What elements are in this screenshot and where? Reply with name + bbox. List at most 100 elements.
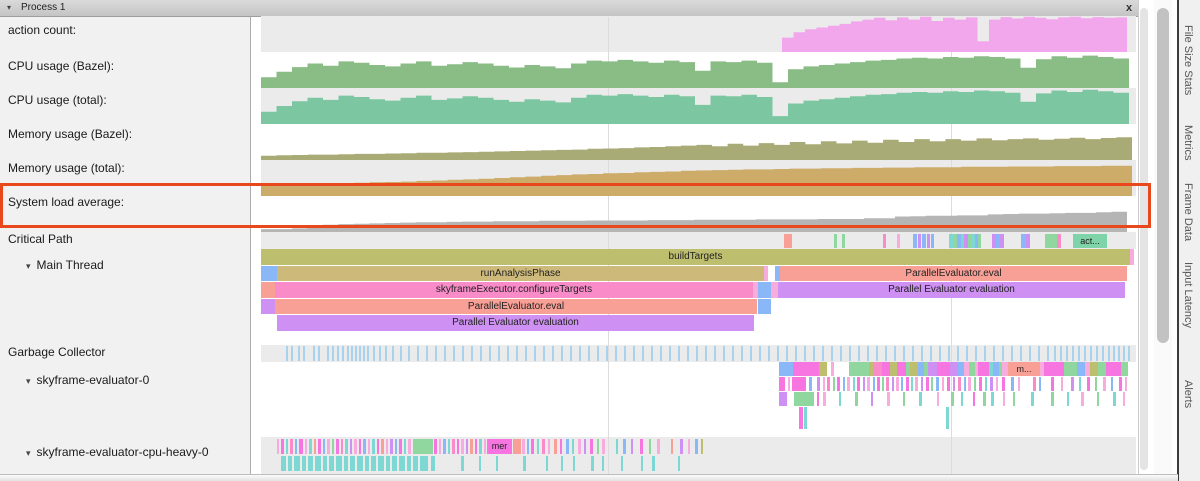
gc-event-tick[interactable] <box>1047 346 1049 361</box>
gc-event-tick[interactable] <box>1060 346 1062 361</box>
evaluator-slice[interactable] <box>1011 377 1014 391</box>
evaluator-slice[interactable] <box>951 392 954 406</box>
gc-event-tick[interactable] <box>732 346 734 361</box>
evaluator-slice[interactable] <box>947 377 950 391</box>
evaluator-slice[interactable] <box>1064 362 1077 376</box>
evaluator-slice[interactable] <box>1002 362 1008 376</box>
evaluator-slice[interactable] <box>823 377 825 391</box>
cpu-heavy-slice[interactable] <box>573 456 575 471</box>
cpu-heavy-slice[interactable] <box>546 456 548 471</box>
row-label-skyframe-evaluator-0[interactable]: ▾ skyframe-evaluator-0 <box>26 373 149 387</box>
thread-slice[interactable] <box>758 282 771 298</box>
critical-path-slice[interactable] <box>1000 233 1004 248</box>
evaluator-slice[interactable] <box>1077 362 1085 376</box>
gc-event-tick[interactable] <box>359 346 361 361</box>
cpu-heavy-slice[interactable] <box>404 439 406 454</box>
cpu-heavy-slice[interactable] <box>434 439 437 454</box>
gc-event-tick[interactable] <box>534 346 536 361</box>
critical-path-slice[interactable] <box>961 233 964 248</box>
critical-path-slice[interactable] <box>1045 233 1059 248</box>
critical-path-slice[interactable] <box>978 233 981 248</box>
gc-event-tick[interactable] <box>561 346 563 361</box>
cpu-heavy-slice[interactable] <box>332 439 334 454</box>
gc-event-tick[interactable] <box>741 346 743 361</box>
thread-slice[interactable] <box>261 282 275 298</box>
gc-event-tick[interactable] <box>342 346 344 361</box>
evaluator-slice[interactable] <box>969 362 975 376</box>
evaluator-slice[interactable] <box>936 377 939 391</box>
evaluator-slice[interactable] <box>968 377 971 391</box>
evaluator-slice[interactable] <box>918 362 924 376</box>
evaluator-slice[interactable] <box>1061 377 1063 391</box>
cpu-heavy-slice[interactable] <box>350 456 355 471</box>
gc-event-tick[interactable] <box>385 346 387 361</box>
cpu-heavy-slice[interactable] <box>531 439 534 454</box>
gc-event-tick[interactable] <box>786 346 788 361</box>
gc-event-tick[interactable] <box>1090 346 1092 361</box>
cpu-heavy-slice[interactable] <box>341 439 343 454</box>
gc-event-tick[interactable] <box>1108 346 1110 361</box>
gc-event-tick[interactable] <box>768 346 770 361</box>
gc-event-tick[interactable] <box>1128 346 1130 361</box>
cpu-heavy-slice[interactable] <box>309 439 312 454</box>
evaluator-slice[interactable] <box>882 377 884 391</box>
gc-event-tick[interactable] <box>912 346 914 361</box>
evaluator-slice[interactable] <box>1111 377 1113 391</box>
evaluator-slice[interactable] <box>991 392 994 406</box>
gc-event-tick[interactable] <box>921 346 923 361</box>
evaluator-slice[interactable] <box>928 362 937 376</box>
gc-event-tick[interactable] <box>714 346 716 361</box>
thread-slice[interactable]: runAnalysisPhase <box>277 265 764 282</box>
cpu-heavy-slice[interactable] <box>277 439 279 454</box>
critical-path-slice[interactable] <box>1057 233 1061 248</box>
evaluator-slice[interactable] <box>989 362 993 376</box>
gc-event-tick[interactable] <box>885 346 887 361</box>
cpu-heavy-slice[interactable] <box>657 439 660 454</box>
evaluator-slice[interactable] <box>958 362 964 376</box>
evaluator-slice[interactable] <box>1085 362 1090 376</box>
collapse-arrow-icon[interactable]: ▾ <box>26 448 31 458</box>
gc-event-tick[interactable] <box>822 346 824 361</box>
gc-event-tick[interactable] <box>975 346 977 361</box>
evaluator-slice[interactable] <box>978 362 989 376</box>
evaluator-slice[interactable] <box>871 392 873 406</box>
gc-event-tick[interactable] <box>939 346 941 361</box>
cpu-heavy-slice[interactable] <box>286 439 288 454</box>
evaluator-slice[interactable] <box>979 377 982 391</box>
thread-slice[interactable] <box>1130 249 1134 265</box>
cpu-heavy-slice[interactable] <box>386 456 390 471</box>
evaluator-slice[interactable] <box>819 362 827 376</box>
cpu-heavy-slice[interactable] <box>602 456 604 471</box>
row-label-skyframe-evaluator-cpu-heavy-0[interactable]: ▾ skyframe-evaluator-cpu-heavy-0 <box>26 445 209 459</box>
thread-slice[interactable] <box>261 265 277 282</box>
gc-event-tick[interactable] <box>552 346 554 361</box>
evaluator-slice[interactable] <box>887 392 890 406</box>
thread-slice[interactable] <box>261 298 275 315</box>
gc-event-tick[interactable] <box>400 346 402 361</box>
cpu-heavy-slice[interactable] <box>671 439 673 454</box>
evaluator-slice[interactable] <box>906 377 909 391</box>
evaluator-slice[interactable] <box>1002 377 1005 391</box>
cpu-heavy-slice[interactable] <box>354 439 357 454</box>
evaluator-slice[interactable] <box>788 377 790 391</box>
cpu-heavy-slice[interactable] <box>584 439 586 454</box>
evaluator-slice[interactable] <box>974 377 976 391</box>
evaluator-slice[interactable] <box>946 407 949 429</box>
gc-event-tick[interactable] <box>624 346 626 361</box>
inner-vertical-scrollbar[interactable] <box>1140 8 1148 470</box>
gc-event-tick[interactable] <box>1078 346 1080 361</box>
gc-event-tick[interactable] <box>579 346 581 361</box>
gc-event-tick[interactable] <box>489 346 491 361</box>
thread-slice[interactable]: ParallelEvaluator.eval <box>780 265 1127 282</box>
evaluator-slice[interactable] <box>1044 362 1064 376</box>
side-tab-frame-data[interactable]: Frame Data <box>1182 183 1194 242</box>
evaluator-slice[interactable] <box>897 362 906 376</box>
gc-event-tick[interactable] <box>444 346 446 361</box>
evaluator-slice[interactable] <box>804 407 807 429</box>
cpu-heavy-slice[interactable] <box>305 439 307 454</box>
gc-event-tick[interactable] <box>750 346 752 361</box>
evaluator-slice[interactable] <box>794 392 814 406</box>
cpu-heavy-slice[interactable] <box>329 456 334 471</box>
evaluator-slice[interactable] <box>1003 392 1005 406</box>
thread-slice[interactable] <box>753 282 758 298</box>
